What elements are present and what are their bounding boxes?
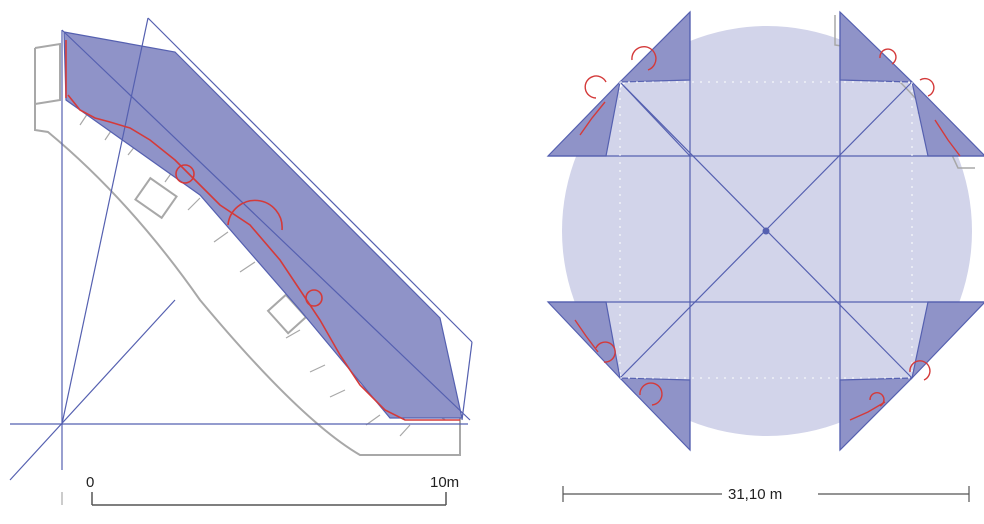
center-point (762, 227, 770, 235)
scale-label-end: 10m (430, 474, 459, 491)
construction-lines (9, 17, 473, 481)
scale-bar-left (61, 492, 447, 506)
dotted-lines (619, 81, 913, 379)
red-trace-right (574, 46, 961, 421)
corner-triangles (546, 10, 984, 452)
scale-label-start: 0 (86, 474, 94, 491)
left-plan: 0 10m (9, 17, 473, 506)
shaded-band (63, 31, 463, 419)
dimension-line (562, 486, 970, 502)
red-trace-left (65, 40, 460, 421)
right-plan: 31,10 m (546, 10, 984, 503)
dimension-label: 31,10 m (728, 486, 782, 503)
